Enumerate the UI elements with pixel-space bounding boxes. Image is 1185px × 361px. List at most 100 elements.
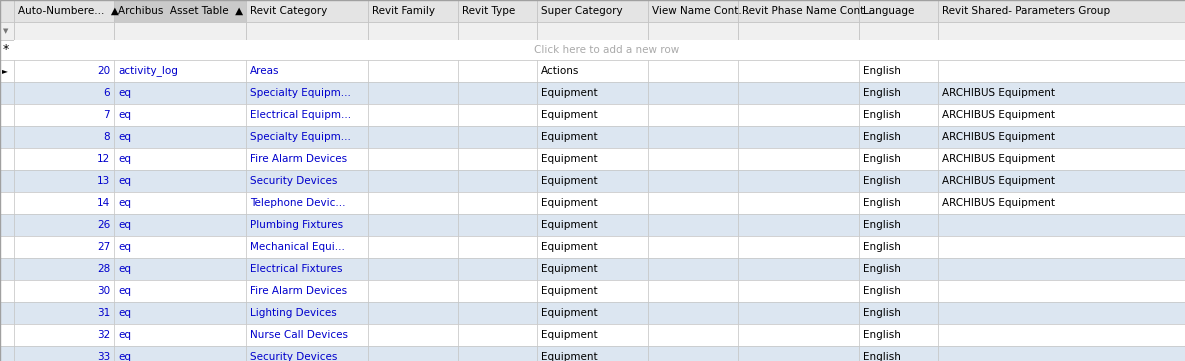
Text: eq: eq [118,352,132,361]
Bar [246,170,369,192]
Bar [457,40,537,60]
Bar [0,214,14,236]
Bar [939,170,1185,192]
Bar [859,22,939,40]
Text: 20: 20 [97,66,110,76]
Text: Equipment: Equipment [542,154,597,164]
Text: English: English [863,66,901,76]
Text: Actions: Actions [542,66,579,76]
Text: Nurse Call Devices: Nurse Call Devices [250,330,348,340]
Bar [537,40,648,60]
Text: ►: ► [2,66,8,75]
Bar [114,148,246,170]
Bar [369,170,457,192]
Text: Auto-Numbere...  ▲: Auto-Numbere... ▲ [18,6,118,16]
Bar [246,60,369,82]
Text: Equipment: Equipment [542,286,597,296]
Bar [114,258,246,280]
Text: 13: 13 [97,176,110,186]
Text: English: English [863,110,901,120]
Bar [369,22,457,40]
Text: Fire Alarm Devices: Fire Alarm Devices [250,286,347,296]
Bar [246,40,369,60]
Bar [738,346,859,361]
Text: Click here to add a new row: Click here to add a new row [534,45,679,55]
Bar [859,302,939,324]
Bar [246,104,369,126]
Bar [246,82,369,104]
Bar [0,126,14,148]
Bar [14,148,114,170]
Bar [648,258,738,280]
Text: Specialty Equipm...: Specialty Equipm... [250,132,351,142]
Text: 6: 6 [103,88,110,98]
Bar [114,236,246,258]
Bar [457,236,537,258]
Text: eq: eq [118,242,132,252]
Bar [738,170,859,192]
Text: 30: 30 [97,286,110,296]
Text: Fire Alarm Devices: Fire Alarm Devices [250,154,347,164]
Text: Equipment: Equipment [542,330,597,340]
Bar [859,104,939,126]
Bar [648,346,738,361]
Text: ARCHIBUS Equipment: ARCHIBUS Equipment [942,132,1055,142]
Text: 31: 31 [97,308,110,318]
Bar [114,346,246,361]
Text: ARCHIBUS Equipment: ARCHIBUS Equipment [942,198,1055,208]
Bar [14,324,114,346]
Bar [369,324,457,346]
Bar [939,82,1185,104]
Text: eq: eq [118,286,132,296]
Bar [114,324,246,346]
Bar [0,236,14,258]
Bar [457,0,537,22]
Bar [369,126,457,148]
Bar [859,346,939,361]
Bar [457,104,537,126]
Bar [457,126,537,148]
Text: Equipment: Equipment [542,352,597,361]
Bar [738,22,859,40]
Bar [0,0,14,22]
Text: View Name Cont...: View Name Cont... [652,6,749,16]
Bar [537,148,648,170]
Bar [457,192,537,214]
Bar [648,192,738,214]
Bar [457,324,537,346]
Bar [369,40,457,60]
Bar [114,302,246,324]
Bar [859,60,939,82]
Bar [939,22,1185,40]
Text: eq: eq [118,220,132,230]
Text: English: English [863,132,901,142]
Text: eq: eq [118,264,132,274]
Text: Revit Category: Revit Category [250,6,327,16]
Bar [859,40,939,60]
Bar [369,60,457,82]
Bar [14,192,114,214]
Bar [14,280,114,302]
Text: eq: eq [118,154,132,164]
Bar [14,302,114,324]
Bar [859,236,939,258]
Bar [859,324,939,346]
Text: eq: eq [118,110,132,120]
Text: ARCHIBUS Equipment: ARCHIBUS Equipment [942,110,1055,120]
Bar [648,324,738,346]
Bar [738,82,859,104]
Bar [738,40,859,60]
Bar [369,104,457,126]
Text: activity_log: activity_log [118,66,178,77]
Bar [939,302,1185,324]
Bar [246,148,369,170]
Bar [738,126,859,148]
Bar [648,170,738,192]
Text: Areas: Areas [250,66,280,76]
Bar [457,346,537,361]
Bar [0,170,14,192]
Bar [457,280,537,302]
Bar [14,126,114,148]
Text: 26: 26 [97,220,110,230]
Bar [246,0,369,22]
